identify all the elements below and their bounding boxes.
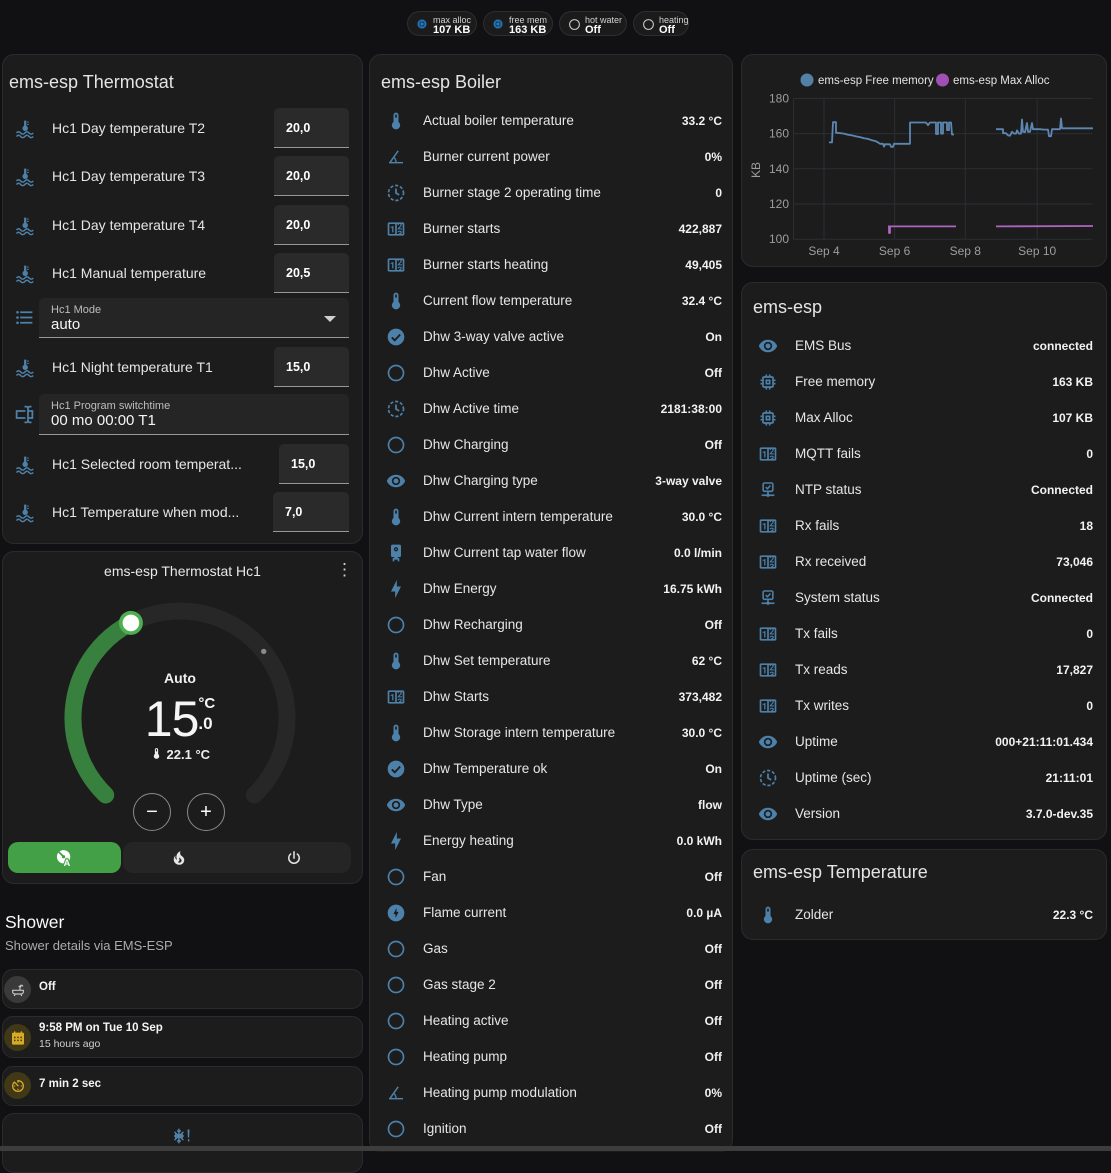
svg-text:A: A (64, 858, 71, 868)
svg-text:100: 100 (769, 232, 789, 246)
svg-text:ems-esp Free memory: ems-esp Free memory (818, 75, 934, 87)
svg-text:180: 180 (769, 91, 789, 105)
svg-text:Sep 10: Sep 10 (1018, 244, 1056, 258)
svg-text:160: 160 (769, 127, 789, 141)
svg-text:Sep 6: Sep 6 (879, 244, 911, 258)
svg-text:120: 120 (769, 197, 789, 211)
svg-text:KB: KB (749, 162, 763, 178)
svg-text:Sep 8: Sep 8 (950, 244, 982, 258)
svg-text:Sep 4: Sep 4 (808, 244, 840, 258)
svg-text:140: 140 (769, 162, 789, 176)
svg-text:ems-esp Max Alloc: ems-esp Max Alloc (953, 75, 1050, 87)
